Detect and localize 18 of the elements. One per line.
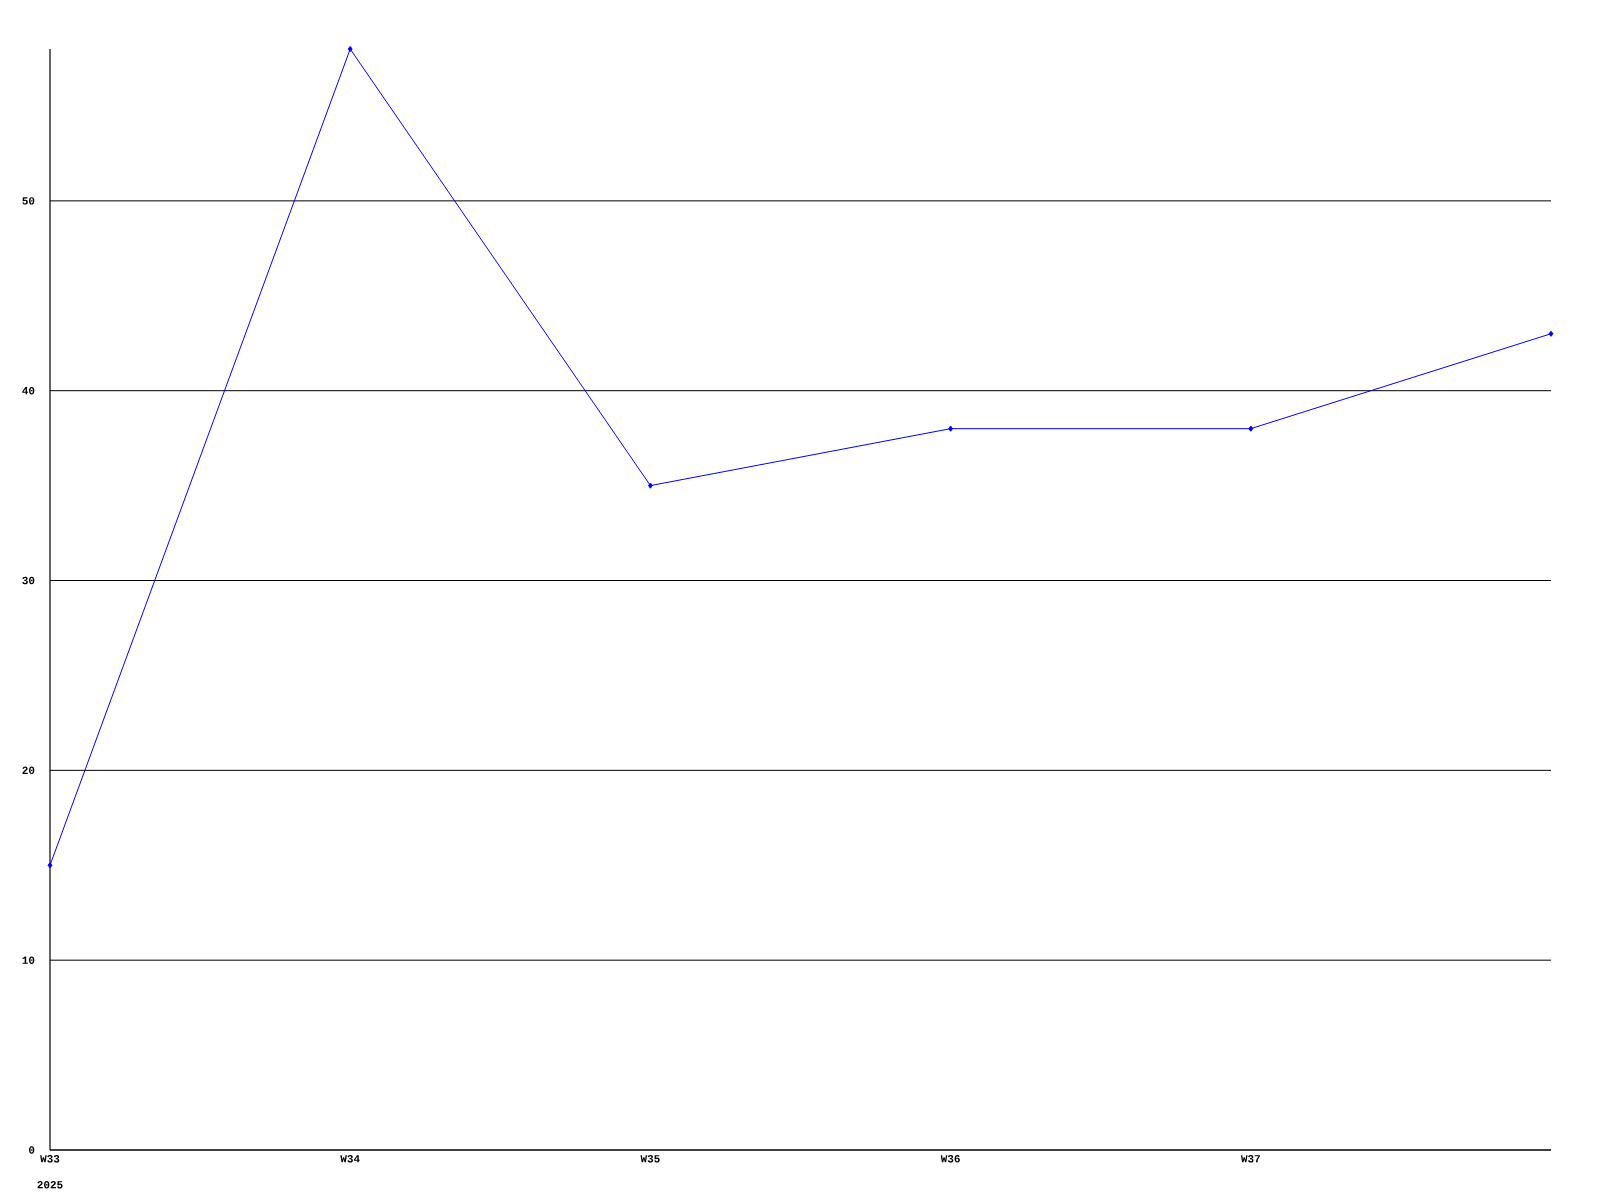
- x-tick-label: W33: [40, 1155, 60, 1163]
- point: [948, 425, 954, 432]
- y-tick-label: 10: [22, 956, 35, 964]
- y-tick-label: 30: [22, 576, 35, 585]
- text: 2025: [37, 1181, 63, 1189]
- point: [1548, 330, 1554, 337]
- x-tick-label: W36: [940, 1155, 960, 1163]
- y-tick-label: 20: [22, 766, 35, 775]
- x-tick-label: W37: [1240, 1155, 1260, 1163]
- point: [647, 482, 653, 489]
- y-tick-label: 40: [22, 386, 35, 395]
- point: [347, 45, 353, 53]
- y-tick-label: 0: [29, 1146, 35, 1154]
- x-tick-label: W35: [640, 1155, 660, 1163]
- x-tick-label: W34: [340, 1155, 360, 1163]
- y-tick-label: 50: [22, 197, 35, 205]
- point: [47, 862, 53, 869]
- point: [1248, 425, 1254, 432]
